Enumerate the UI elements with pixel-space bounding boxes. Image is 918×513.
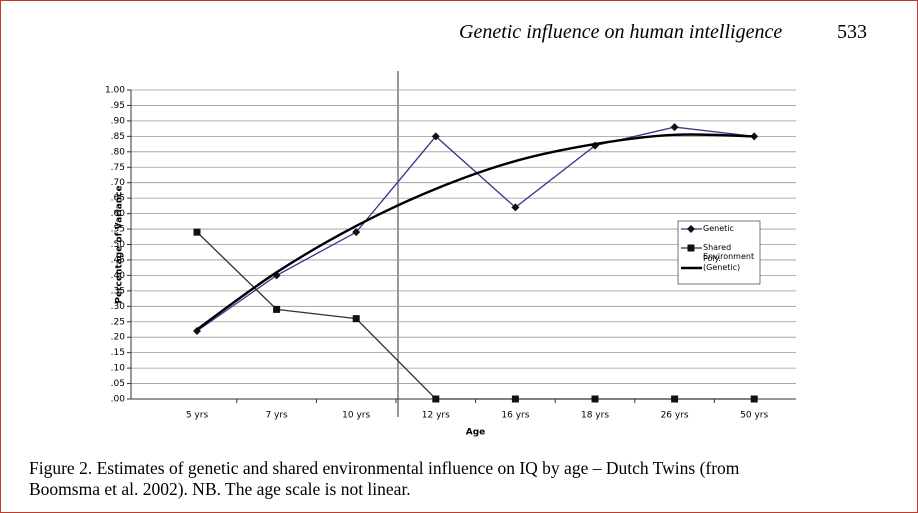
legend-item: Genetic (703, 224, 734, 233)
y-tick-label: .30 (111, 302, 126, 312)
y-tick-label: .85 (111, 132, 125, 142)
y-tick-label: 1.00 (105, 86, 125, 96)
point (352, 228, 361, 237)
page-number: 533 (837, 21, 867, 43)
y-tick-label: .20 (111, 333, 126, 343)
caption: Figure 2. Estimates of genetic and share… (29, 458, 739, 500)
y-tick-label: .45 (111, 255, 125, 265)
legend-label: Shared Environment (703, 243, 755, 261)
y-tick-label: .10 (111, 364, 126, 374)
series-line (196, 133, 755, 331)
x-axis-label: Age (466, 428, 486, 438)
y-tick-label: .55 (111, 225, 125, 235)
point (511, 395, 519, 403)
y-tick-label: .80 (111, 147, 126, 157)
chart: .00 .05 .10 .15 .20 .25 .30 .35 .40 .45 .50 .55 .60.… (105, 71, 796, 438)
point (432, 395, 440, 403)
point (670, 123, 679, 132)
y-tick-label: .75 (111, 163, 125, 173)
y-tick-label: .35 (111, 286, 125, 296)
y-tick-label: .95 (111, 101, 125, 111)
x-tick-label: 50 yrs (740, 411, 768, 421)
y-tick-label: .60 (111, 209, 126, 219)
point (750, 395, 758, 403)
series-line (196, 231, 755, 400)
legend-item: Poly. (Genetic) (703, 254, 741, 272)
x-tick-label: 5 yrs (186, 411, 209, 421)
point (273, 305, 281, 313)
legend-label: Genetic (703, 224, 734, 233)
point (591, 395, 599, 403)
point (687, 244, 695, 252)
x-tick-label: 16 yrs (501, 411, 529, 421)
y-tick-label: .40 (111, 271, 126, 281)
y-tick-label: .00 (111, 395, 126, 405)
y-tick-label: .15 (111, 348, 125, 358)
point (671, 395, 679, 403)
caption-line: Boomsma et al. 2002). NB. The age scale … (29, 479, 411, 499)
point (687, 225, 695, 233)
y-tick-label: .70 (111, 178, 126, 188)
y-tick-label: .25 (111, 317, 125, 327)
x-tick-label: 18 yrs (581, 411, 609, 421)
y-tick-label: .90 (111, 116, 126, 126)
caption-line: Figure 2. Estimates of genetic and share… (29, 458, 740, 478)
y-tick-label: .05 (111, 379, 125, 389)
x-tick-label: 26 yrs (661, 411, 689, 421)
x-tick-label: 7 yrs (265, 411, 288, 421)
y-tick-label: .65 (111, 194, 125, 204)
point (431, 132, 440, 141)
point (352, 315, 360, 323)
legend-item: Shared Environment (703, 243, 755, 261)
y-tick-label: .50 (111, 240, 126, 250)
point (193, 228, 201, 236)
y-axis-label: Percentage of Variance (115, 185, 125, 303)
x-tick-label: 12 yrs (422, 411, 450, 421)
legend-label: Poly. (Genetic) (703, 254, 741, 272)
running-title: Genetic influence on human intelligence (459, 21, 783, 43)
point (511, 203, 520, 212)
x-tick-label: 10 yrs (342, 411, 370, 421)
series-line (196, 126, 755, 332)
